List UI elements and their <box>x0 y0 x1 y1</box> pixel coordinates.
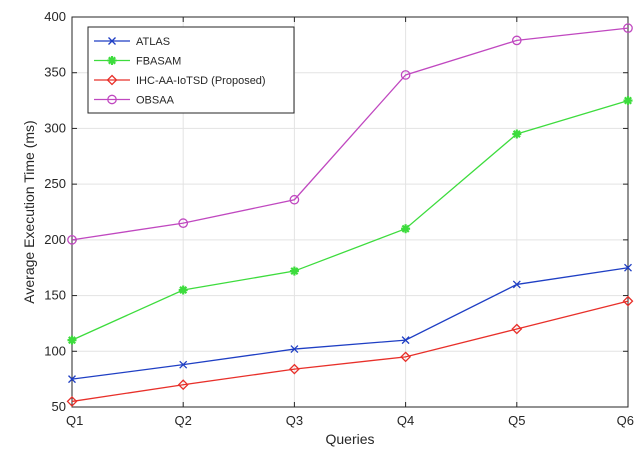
y-tick-label: 250 <box>44 176 66 191</box>
x-tick-label: Q5 <box>508 413 525 428</box>
y-axis-title: Average Execution Time (ms) <box>21 120 37 303</box>
series-group <box>66 23 634 407</box>
point-marker-star <box>623 96 633 106</box>
y-tick-label: 200 <box>44 232 66 247</box>
x-tick-label: Q6 <box>617 413 634 428</box>
y-tick-label: 400 <box>44 9 66 24</box>
series-line <box>71 27 629 241</box>
point-marker-circle <box>178 218 189 228</box>
point-marker-star <box>107 56 117 65</box>
plot-frame <box>71 16 629 408</box>
legend-item: IHC-AA-IoTSD (Proposed) <box>94 74 266 87</box>
tick-labels: 50 100 150 200 250 300 350 400 Q1 Q2 Q3 Q4 Q5 Q6 <box>44 9 634 428</box>
series-fbasam <box>67 96 633 345</box>
series-line <box>71 99 629 341</box>
x-tick-label: Q1 <box>66 413 83 428</box>
point-marker-x <box>512 280 521 289</box>
legend-label: FBASAM <box>136 56 181 68</box>
point-marker-diamond <box>66 396 78 407</box>
point-marker-circle <box>400 70 411 80</box>
x-tick-label: Q4 <box>397 413 414 428</box>
series-obsaa <box>67 23 633 245</box>
point-marker-x <box>401 336 410 345</box>
legend: ATLAS FBASAM IHC-AA-IoTSD (Proposed) OBSAA <box>87 26 295 114</box>
x-axis-title: Queries <box>325 431 374 447</box>
point-marker-x <box>179 360 188 369</box>
axes <box>71 16 629 408</box>
legend-item: FBASAM <box>94 56 181 68</box>
point-marker-diamond <box>622 295 634 307</box>
series-atlas <box>68 263 632 384</box>
x-tick-label: Q2 <box>175 413 192 428</box>
y-tick-label: 50 <box>52 399 66 414</box>
point-marker-star <box>289 266 299 276</box>
legend-item: ATLAS <box>94 36 170 48</box>
y-tick-label: 300 <box>44 120 66 135</box>
point-marker-star <box>178 285 188 295</box>
legend-item: OBSAA <box>94 95 175 107</box>
point-marker-x <box>624 263 632 272</box>
legend-label: OBSAA <box>136 95 175 107</box>
point-marker-diamond <box>177 379 189 391</box>
series-line <box>71 267 629 380</box>
point-marker-x <box>290 345 299 354</box>
point-marker-circle <box>289 194 300 205</box>
point-marker-x <box>68 375 76 384</box>
point-marker-star <box>512 129 522 139</box>
point-marker-diamond <box>288 363 300 375</box>
point-marker-circle <box>511 35 522 46</box>
y-tick-label: 100 <box>44 343 66 358</box>
legend-label: ATLAS <box>136 36 170 48</box>
point-marker-star <box>401 224 411 234</box>
y-tick-label: 150 <box>44 288 66 303</box>
point-marker-circle <box>67 235 77 245</box>
point-marker-x <box>108 37 116 45</box>
point-marker-circle <box>623 23 633 33</box>
y-tick-label: 350 <box>44 65 66 80</box>
point-marker-diamond <box>511 323 523 335</box>
point-marker-diamond <box>106 74 118 86</box>
point-marker-star <box>67 335 77 345</box>
series-line <box>71 300 629 403</box>
point-marker-circle <box>107 94 117 105</box>
x-tick-label: Q3 <box>286 413 303 428</box>
point-marker-diamond <box>400 351 412 363</box>
legend-label: IHC-AA-IoTSD (Proposed) <box>136 75 266 87</box>
series-ihc-aa-iotsd-proposed- <box>66 295 634 407</box>
